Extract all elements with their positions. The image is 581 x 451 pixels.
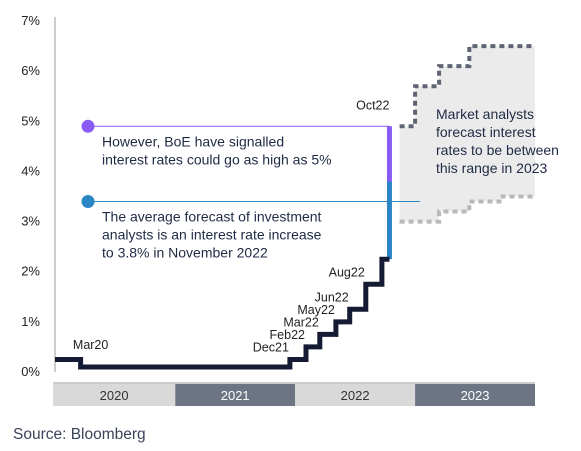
step-label: Feb22 bbox=[270, 328, 305, 342]
y-tick-label: 4% bbox=[21, 163, 40, 178]
annotation-text-average: The average forecast of investment bbox=[102, 209, 322, 225]
market-note-text: Market analysts bbox=[436, 106, 534, 122]
forecast-band bbox=[399, 46, 535, 222]
step-label: Oct22 bbox=[356, 98, 389, 112]
annotation-text-average: analysts is an interest rate increase bbox=[102, 227, 322, 243]
market-note-text: forecast interest bbox=[436, 124, 536, 140]
year-band-2023 bbox=[415, 384, 535, 406]
source-note: Source: Bloomberg bbox=[13, 426, 146, 443]
year-band-2020 bbox=[53, 384, 176, 406]
annotation-dot-boe bbox=[81, 119, 95, 133]
y-tick-label: 0% bbox=[21, 364, 40, 379]
step-label: Aug22 bbox=[329, 265, 365, 279]
annotation-text-average: to 3.8% in November 2022 bbox=[102, 245, 268, 261]
step-label: Mar20 bbox=[73, 338, 108, 352]
annotation-dot-average bbox=[81, 195, 95, 209]
forecast-upper-line bbox=[399, 44, 535, 129]
year-label: 2020 bbox=[100, 388, 129, 403]
year-label: 2022 bbox=[341, 388, 370, 403]
y-tick-label: 6% bbox=[21, 63, 40, 78]
annotation-text-boe: interest rates could go as high as 5% bbox=[102, 151, 332, 167]
step-label: Dec21 bbox=[253, 340, 289, 354]
step-label: Mar22 bbox=[283, 315, 318, 329]
forecast-lower-line bbox=[399, 194, 535, 224]
year-label: 2023 bbox=[461, 388, 490, 403]
market-note-text: rates to be between bbox=[436, 142, 559, 158]
market-note-text: this range in 2023 bbox=[436, 160, 548, 176]
bank-rate-line bbox=[55, 256, 390, 370]
step-label: Jun22 bbox=[315, 290, 349, 304]
year-band-2021 bbox=[175, 384, 296, 406]
y-tick-label: 2% bbox=[21, 264, 40, 279]
annotation-text-boe: However, BoE have signalled bbox=[102, 133, 284, 149]
step-label: May22 bbox=[297, 303, 335, 317]
year-label: 2021 bbox=[221, 388, 250, 403]
y-tick-label: 7% bbox=[21, 13, 40, 28]
y-tick-label: 5% bbox=[21, 113, 40, 128]
y-tick-label: 3% bbox=[21, 214, 40, 229]
year-band-2022 bbox=[295, 384, 416, 406]
y-tick-label: 1% bbox=[21, 314, 40, 329]
